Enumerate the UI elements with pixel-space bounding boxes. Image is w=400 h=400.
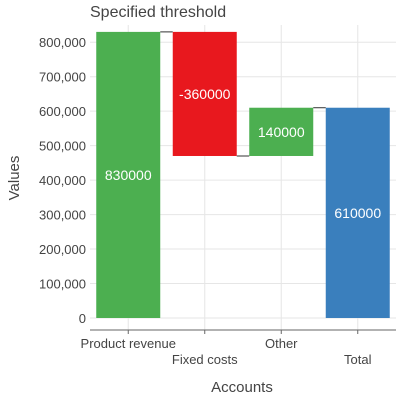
y-tick-label: 200,000 xyxy=(39,242,86,257)
connectors xyxy=(160,31,326,157)
chart-title: Specified threshold xyxy=(90,4,226,21)
y-tick-label: 600,000 xyxy=(39,104,86,119)
x-tick-label: Total xyxy=(344,352,372,367)
data-label: 610000 xyxy=(334,205,381,221)
bar xyxy=(325,107,390,319)
y-tick-label: 100,000 xyxy=(39,277,86,292)
data-label: 830000 xyxy=(105,167,152,183)
y-tick-label: 700,000 xyxy=(39,70,86,85)
bar-labels: 830000 -360000 140000 610000 xyxy=(105,86,381,221)
x-axis-label: Accounts xyxy=(211,379,273,396)
x-tick-label: Fixed costs xyxy=(172,352,238,367)
y-axis-label: Values xyxy=(6,156,23,201)
y-tick-label: 800,000 xyxy=(39,35,86,50)
y-tick-label: 300,000 xyxy=(39,208,86,223)
data-label: -360000 xyxy=(179,86,231,102)
y-tick-label: 400,000 xyxy=(39,173,86,188)
bar xyxy=(249,107,314,156)
bar xyxy=(96,31,161,319)
bars xyxy=(96,31,390,319)
y-tick-label: 500,000 xyxy=(39,139,86,154)
y-tick-label: 0 xyxy=(79,311,86,326)
data-label: 140000 xyxy=(258,124,305,140)
x-tick-label: Product revenue xyxy=(81,336,176,351)
x-tick-label: Other xyxy=(265,336,298,351)
y-axis-ticks: 0 100,000 200,000 300,000 400,000 500,000 600,… xyxy=(39,35,86,326)
bar xyxy=(172,31,237,156)
